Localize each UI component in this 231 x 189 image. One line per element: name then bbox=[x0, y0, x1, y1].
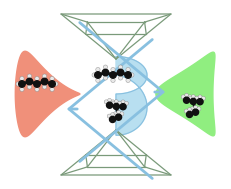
Circle shape bbox=[186, 111, 192, 118]
Circle shape bbox=[27, 74, 31, 78]
Circle shape bbox=[109, 72, 116, 78]
Circle shape bbox=[41, 78, 48, 85]
Circle shape bbox=[118, 76, 122, 80]
Circle shape bbox=[115, 114, 121, 120]
Circle shape bbox=[187, 96, 191, 100]
Circle shape bbox=[183, 109, 187, 113]
Circle shape bbox=[117, 69, 123, 76]
Circle shape bbox=[118, 65, 122, 69]
Circle shape bbox=[193, 105, 197, 109]
Circle shape bbox=[196, 99, 202, 105]
Circle shape bbox=[42, 74, 46, 78]
Circle shape bbox=[197, 95, 201, 99]
Circle shape bbox=[106, 102, 112, 108]
Circle shape bbox=[53, 82, 58, 86]
Circle shape bbox=[94, 72, 101, 78]
Circle shape bbox=[20, 87, 24, 91]
Circle shape bbox=[117, 101, 121, 105]
Circle shape bbox=[114, 100, 118, 104]
Circle shape bbox=[113, 114, 117, 118]
Circle shape bbox=[92, 73, 96, 77]
Circle shape bbox=[103, 76, 107, 80]
Circle shape bbox=[110, 100, 114, 104]
Circle shape bbox=[121, 100, 125, 104]
Circle shape bbox=[113, 112, 117, 116]
Circle shape bbox=[107, 98, 111, 102]
Circle shape bbox=[201, 96, 204, 100]
Circle shape bbox=[183, 97, 189, 103]
Circle shape bbox=[125, 78, 130, 83]
Circle shape bbox=[117, 101, 121, 105]
Circle shape bbox=[129, 73, 134, 77]
Circle shape bbox=[103, 65, 107, 69]
Circle shape bbox=[35, 76, 39, 81]
Circle shape bbox=[125, 67, 130, 72]
Circle shape bbox=[196, 107, 200, 111]
Circle shape bbox=[110, 67, 115, 72]
Circle shape bbox=[190, 95, 195, 99]
Polygon shape bbox=[15, 51, 79, 137]
Circle shape bbox=[95, 78, 100, 83]
Circle shape bbox=[124, 101, 128, 105]
Polygon shape bbox=[116, 57, 146, 135]
Circle shape bbox=[189, 107, 193, 111]
Circle shape bbox=[189, 98, 195, 105]
Circle shape bbox=[116, 110, 120, 115]
Circle shape bbox=[95, 67, 100, 72]
Circle shape bbox=[194, 96, 198, 100]
Circle shape bbox=[194, 96, 198, 100]
Circle shape bbox=[50, 87, 54, 91]
Circle shape bbox=[187, 108, 191, 112]
Circle shape bbox=[26, 78, 33, 85]
Circle shape bbox=[20, 76, 24, 81]
Circle shape bbox=[34, 81, 40, 87]
Circle shape bbox=[187, 95, 191, 99]
Circle shape bbox=[109, 116, 115, 122]
Circle shape bbox=[107, 114, 111, 118]
Circle shape bbox=[190, 109, 194, 113]
Circle shape bbox=[124, 72, 131, 78]
Circle shape bbox=[192, 109, 198, 115]
Circle shape bbox=[50, 76, 54, 81]
Circle shape bbox=[110, 113, 114, 117]
Circle shape bbox=[113, 103, 119, 109]
Circle shape bbox=[102, 69, 108, 76]
Circle shape bbox=[42, 85, 46, 89]
Circle shape bbox=[27, 85, 31, 89]
Circle shape bbox=[180, 95, 185, 99]
Circle shape bbox=[49, 81, 55, 87]
Circle shape bbox=[119, 104, 125, 110]
Circle shape bbox=[110, 78, 115, 83]
Circle shape bbox=[184, 93, 188, 98]
Circle shape bbox=[119, 112, 123, 116]
Circle shape bbox=[104, 100, 108, 104]
Circle shape bbox=[35, 87, 39, 91]
Polygon shape bbox=[155, 52, 214, 136]
Circle shape bbox=[110, 101, 115, 105]
Circle shape bbox=[19, 81, 25, 87]
Circle shape bbox=[16, 82, 20, 86]
